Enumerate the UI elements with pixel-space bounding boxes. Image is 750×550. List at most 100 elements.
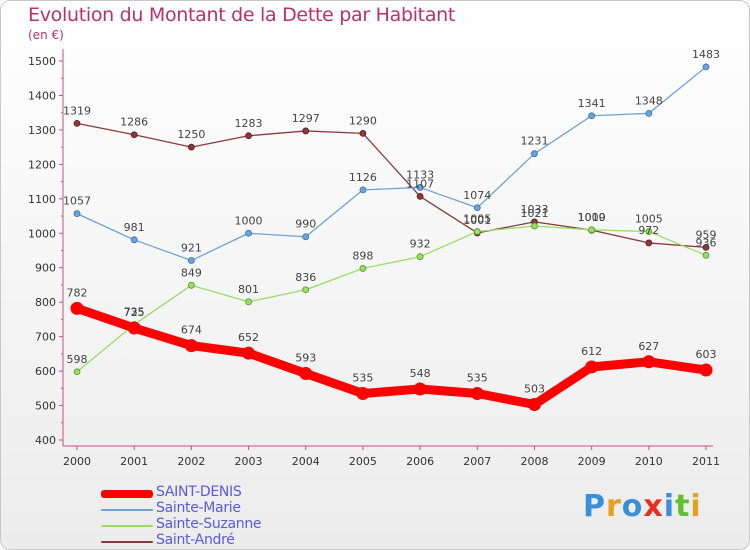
- series-point: [416, 253, 424, 261]
- series-point: [245, 132, 252, 140]
- data-label: 1074: [463, 189, 491, 202]
- series-point: [416, 184, 424, 191]
- data-label: 932: [410, 238, 431, 251]
- data-label: 1005: [635, 213, 663, 226]
- data-label: 1005: [463, 213, 491, 226]
- data-label: 1133: [406, 168, 434, 181]
- series-point: [73, 210, 81, 218]
- data-label: 1010: [578, 211, 606, 224]
- data-label: 849: [181, 266, 202, 279]
- data-label: 1033: [520, 203, 548, 216]
- data-label: 1021: [520, 207, 548, 220]
- series-point: [359, 186, 367, 194]
- logo-letter: i: [690, 489, 702, 524]
- data-label: 1126: [349, 171, 377, 184]
- x-tick-label: 2001: [120, 455, 148, 468]
- y-tick-label: 1500: [28, 55, 56, 68]
- data-label: 801: [238, 283, 259, 296]
- series-point: [642, 355, 656, 369]
- data-label: 990: [295, 218, 316, 231]
- chart-unit-label: (en €): [28, 28, 64, 42]
- legend-swatch: [101, 525, 153, 527]
- data-label: 898: [352, 249, 373, 262]
- data-label: 1483: [692, 48, 720, 61]
- logo-letter: t: [675, 489, 691, 524]
- series-point: [187, 281, 195, 289]
- x-tick-label: 2010: [635, 455, 663, 468]
- series-line-sainte-marie: [76, 66, 707, 262]
- data-label: 1057: [63, 195, 91, 208]
- series-point: [187, 143, 195, 151]
- series-point: [359, 129, 367, 137]
- data-label: 1283: [235, 117, 263, 130]
- series-point: [73, 119, 81, 127]
- legend-label: Sainte-Suzanne: [156, 516, 262, 532]
- series-point: [302, 286, 310, 294]
- legend-swatch: [101, 490, 153, 498]
- legend-swatch: [101, 509, 153, 511]
- y-tick-label: 1100: [28, 193, 56, 206]
- data-label: 782: [67, 286, 88, 299]
- data-label: 1009: [578, 211, 606, 224]
- legend-label: Saint-André: [156, 532, 235, 548]
- series-point: [531, 222, 538, 230]
- x-tick-label: 2008: [520, 455, 548, 468]
- logo-letter: o: [621, 489, 644, 524]
- logo-letter: P: [583, 489, 606, 524]
- y-tick-label: 900: [35, 262, 56, 275]
- logo-letter: i: [663, 489, 676, 524]
- data-label: 674: [181, 324, 202, 337]
- y-tick-label: 500: [35, 400, 56, 413]
- data-label: 1348: [635, 94, 663, 107]
- series-point: [242, 346, 256, 360]
- series-point: [245, 298, 252, 306]
- data-label: 735: [124, 306, 145, 319]
- series-point: [702, 243, 710, 251]
- data-label: 725: [124, 306, 145, 319]
- series-point: [699, 363, 713, 377]
- series-point: [645, 239, 653, 247]
- series-point: [127, 321, 141, 335]
- x-tick-label: 2003: [235, 455, 263, 468]
- series-point: [473, 228, 481, 235]
- series-point: [702, 251, 710, 259]
- data-label: 921: [181, 241, 202, 254]
- series-point: [299, 367, 313, 381]
- series-point: [473, 204, 481, 212]
- y-tick-label: 800: [35, 296, 56, 309]
- data-label: 959: [696, 228, 717, 241]
- series-point: [527, 398, 541, 412]
- legend-label: SAINT-DENIS: [156, 484, 242, 500]
- x-tick-label: 2006: [406, 455, 434, 468]
- series-point: [588, 112, 596, 120]
- data-label: 603: [696, 348, 717, 361]
- y-tick-label: 600: [35, 365, 56, 378]
- data-label: 1319: [63, 104, 91, 117]
- y-tick-label: 1000: [28, 227, 56, 240]
- x-tick-label: 2004: [292, 455, 320, 468]
- data-label: 1297: [292, 112, 320, 125]
- series-point: [130, 131, 138, 139]
- y-tick-label: 700: [35, 331, 56, 344]
- data-label: 593: [295, 352, 316, 365]
- data-label: 1000: [235, 214, 263, 227]
- data-label: 1290: [349, 114, 377, 127]
- series-point: [413, 382, 427, 396]
- series-point: [416, 193, 424, 200]
- series-point: [585, 360, 599, 374]
- series-line-saint-andré: [76, 122, 707, 249]
- series-point: [645, 228, 653, 235]
- chart-title: Evolution du Montant de la Dette par Hab…: [28, 4, 456, 26]
- legend-label: Sainte-Marie: [156, 500, 241, 516]
- series-point: [302, 233, 310, 241]
- y-tick-label: 1300: [28, 124, 56, 137]
- series-point: [184, 339, 198, 353]
- data-label: 548: [410, 367, 431, 380]
- x-tick-label: 2000: [63, 455, 91, 468]
- x-tick-label: 2005: [349, 455, 377, 468]
- y-tick-label: 400: [35, 434, 56, 447]
- series-point: [531, 150, 538, 158]
- series-point: [245, 229, 252, 237]
- logo-letter: x: [643, 489, 664, 524]
